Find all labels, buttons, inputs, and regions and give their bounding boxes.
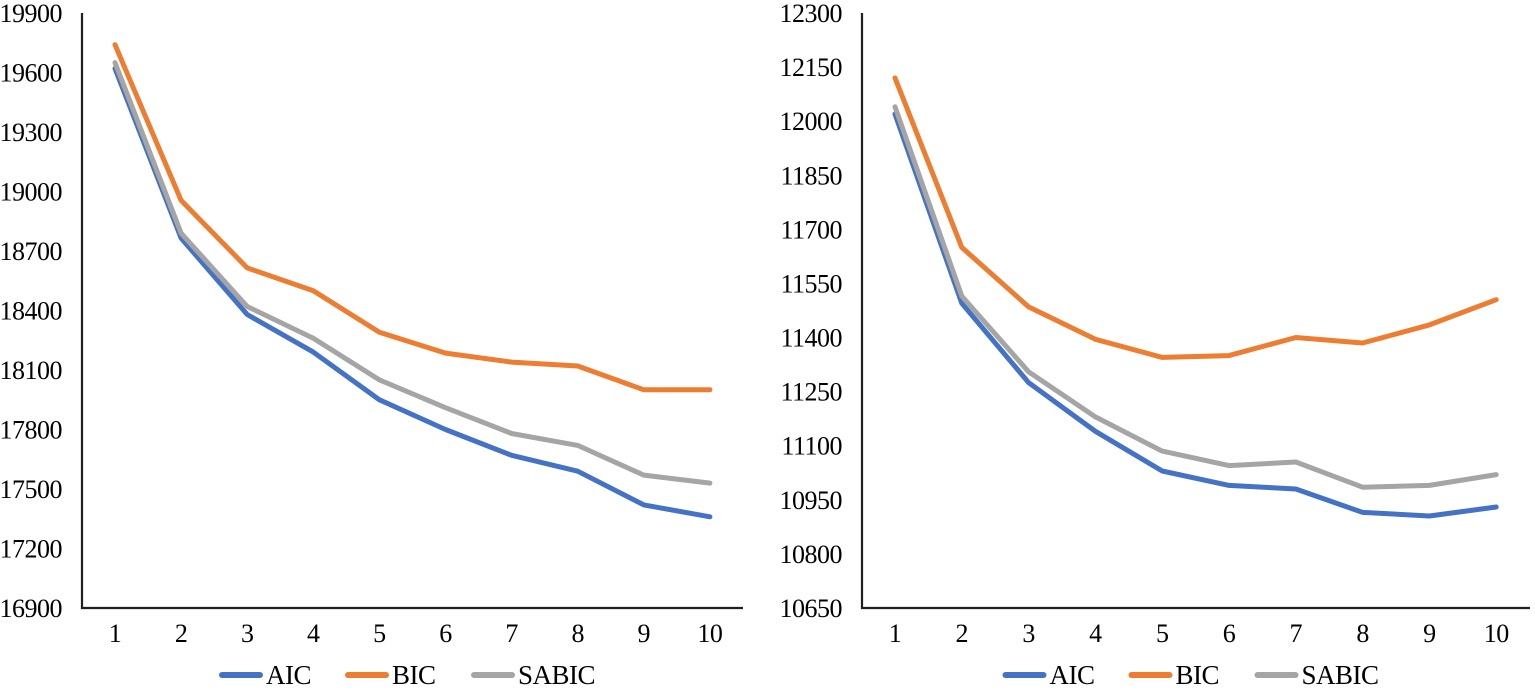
left-chart-svg: 19900 19600 19300 19000 18700 18400 18100 17800… [0,0,743,690]
series-line-aic [112,66,713,520]
legend-label-aic: AIC [266,660,311,690]
y-axis-tick-label: 12150 [780,53,843,82]
legend-item: BIC [1128,660,1220,690]
legend-label-sabic: SABIC [518,660,595,690]
y-axis-tick-label: 16900 [0,594,63,623]
x-axis-tick-label: 2 [175,619,188,648]
y-axis-tick-label: 12300 [780,0,843,28]
y-axis-tick-label: 18400 [0,297,63,326]
series-line-bic [112,42,713,393]
x-axis-tick-label: 7 [1290,619,1303,648]
y-axis-tick-label: 11850 [780,161,842,190]
legend-label-bic: BIC [1176,660,1220,690]
x-axis-tick-label: 5 [373,619,386,648]
y-axis-tick-label: 17500 [0,475,63,504]
y-axis-tick-label: 11550 [780,269,842,298]
legend-label-sabic: SABIC [1302,660,1379,690]
legend-item: SABIC [1254,660,1379,690]
legend-item: AIC [219,660,312,690]
y-axis-tick-label: 17200 [0,535,63,564]
y-axis-tick-label: 19000 [0,178,63,207]
y-axis-tick-label: 19900 [0,0,63,28]
y-axis-tick-label: 19600 [0,59,63,88]
x-axis-tick-label: 8 [1356,619,1369,648]
x-axis-tick-label: 5 [1156,619,1169,648]
x-axis-tick-label: 10 [1484,619,1510,648]
y-axis-tick-label: 18700 [0,237,63,266]
y-axis-tick-label: 12000 [780,107,843,136]
axis-lines [860,13,1530,610]
legend-item: SABIC [471,660,596,690]
axis-lines [80,13,743,610]
x-axis-tick-label: 1 [889,619,902,648]
x-axis-tick-label: 6 [1223,619,1236,648]
y-axis-tick-label: 10650 [780,594,843,623]
legend-label-aic: AIC [1050,660,1095,690]
x-axis-tick-label: 9 [638,619,651,648]
x-axis-tick-label: 7 [505,619,518,648]
left-chart-panel: 19900 19600 19300 19000 18700 18400 18100 17800… [0,0,767,692]
right-chart-panel: 12300 12150 12000 11850 11700 11550 11400 11250… [767,0,1535,692]
y-axis-tick-label: 11100 [781,432,842,461]
legend-item: AIC [1002,660,1095,690]
y-axis-tick-label: 10800 [780,540,843,569]
legend-item: BIC [345,660,436,690]
x-axis-tick-label: 1 [109,619,122,648]
x-axis-tick-label: 4 [307,619,320,648]
legend-label-bic: BIC [392,660,436,690]
x-axis-tick-label: 6 [439,619,452,648]
x-axis-tick-label: 2 [956,619,969,648]
x-axis-tick-label: 3 [241,619,254,648]
y-axis-tick-label: 11400 [780,324,842,353]
y-axis-tick-label: 11700 [780,215,842,244]
series-line-aic [892,111,1499,519]
y-axis-tick-label: 10950 [780,486,843,515]
x-axis-tick-label: 8 [571,619,584,648]
series-line-bic [892,75,1499,360]
y-axis-tick-label: 11250 [780,378,842,407]
right-chart-svg: 12300 12150 12000 11850 11700 11550 11400 11250… [780,0,1530,690]
x-axis-tick-label: 9 [1423,619,1436,648]
x-axis-tick-label: 3 [1022,619,1035,648]
y-axis-tick-label: 17800 [0,416,63,445]
series-line-sabic [892,104,1499,490]
y-axis-tick-label: 19300 [0,118,63,147]
x-axis-tick-label: 4 [1089,619,1102,648]
series-line-sabic [112,60,713,486]
x-axis-tick-label: 10 [697,619,723,648]
y-axis-tick-label: 18100 [0,356,63,385]
